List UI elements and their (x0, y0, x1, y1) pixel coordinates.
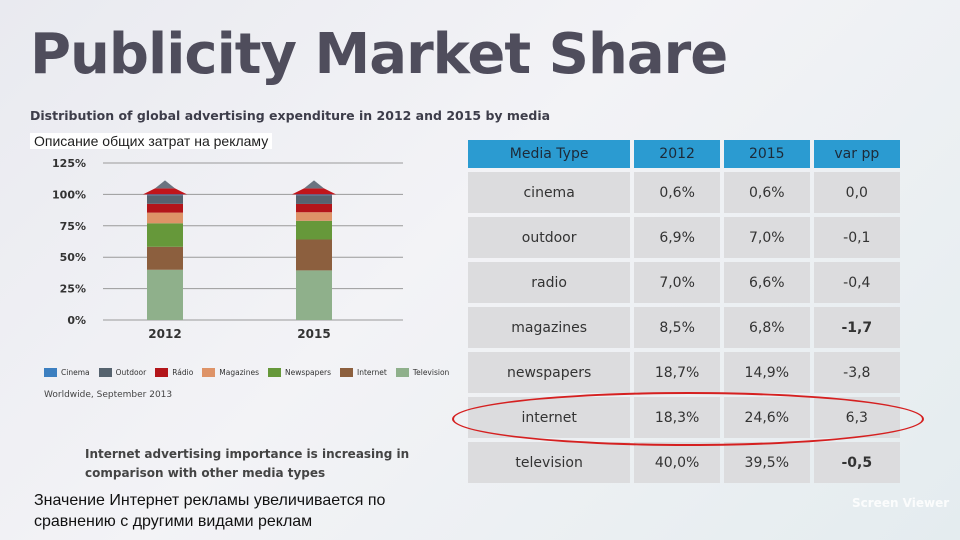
table-row: magazines 8,5% 6,8% -1,7 (468, 307, 900, 348)
table-header-cell: 2015 (723, 140, 810, 168)
bar-segment-newspapers (296, 220, 332, 240)
y-tick-label: 0% (67, 314, 86, 327)
bar-segment-internet (147, 246, 183, 270)
legend-swatch (395, 368, 409, 377)
ru-caption-top: Описание общих затрат на рекламу (30, 133, 273, 149)
legend-swatch (98, 368, 112, 377)
table-cell: 39,5% (723, 442, 810, 483)
table-cell: -1,7 (813, 307, 900, 348)
bar-roof-peak (304, 180, 324, 189)
bar-segment-magazines (147, 212, 183, 224)
table-cell: 0,6% (723, 172, 810, 213)
table-cell: newspapers (468, 352, 631, 393)
table-cell: 0,0 (813, 172, 900, 213)
table-row: cinema 0,6% 0,6% 0,0 (468, 172, 900, 213)
legend-label: Outdoor (115, 368, 147, 377)
bar-roof-base (143, 188, 187, 195)
legend-label: Internet (357, 368, 387, 377)
table-header-cell: var pp (813, 140, 900, 168)
legend-label: Magazines (219, 368, 260, 377)
table-cell: -0,4 (813, 262, 900, 303)
table-row: newspapers 18,7% 14,9% -3,8 (468, 352, 900, 393)
table-cell: -0,5 (813, 442, 900, 483)
legend-label: Rádio (172, 368, 194, 377)
table-cell: 40,0% (634, 442, 720, 483)
legend-swatch (44, 368, 57, 377)
bar-segment-outdoor (296, 195, 332, 204)
chart-title: Distribution of global advertising expen… (30, 108, 551, 123)
bar-segment-magazines (296, 212, 332, 221)
legend-item: Internet (340, 368, 387, 377)
logo-text: Screen Viewer (852, 496, 950, 510)
table-cell: 18,7% (634, 352, 720, 393)
table-cell: magazines (468, 307, 631, 348)
table-cell: outdoor (468, 217, 631, 258)
legend-swatch (202, 368, 216, 377)
table-cell: 6,9% (634, 217, 720, 258)
legend-item: Newspapers (268, 368, 331, 377)
legend-item: Magazines (202, 368, 259, 377)
legend-item: Rádio (155, 368, 193, 377)
bar-segment-outdoor (147, 195, 183, 204)
table-cell: 0,6% (634, 172, 720, 213)
table-row: television 40,0% 39,5% -0,5 (468, 442, 900, 483)
legend-label: Newspapers (285, 368, 332, 377)
x-tick-label: 2015 (297, 327, 330, 341)
y-tick-label: 75% (60, 220, 86, 233)
legend-swatch (155, 368, 169, 377)
y-tick-label: 50% (60, 251, 86, 264)
table-cell: radio (468, 262, 631, 303)
table-header-cell: Media Type (468, 140, 631, 168)
ru-caption-bottom: Значение Интернет рекламы увеличивается … (34, 492, 386, 530)
legend-label: Television (412, 368, 450, 377)
legend-item: Television (395, 368, 450, 377)
y-tick-label: 25% (60, 283, 86, 296)
table-cell: 7,0% (723, 217, 810, 258)
table-row: outdoor 6,9% 7,0% -0,1 (468, 217, 900, 258)
legend-item: Outdoor (98, 368, 147, 377)
note-text: Internet advertising importance is incre… (85, 447, 410, 480)
table-cell: -0,1 (813, 217, 900, 258)
table-row: radio 7,0% 6,6% -0,4 (468, 262, 900, 303)
table-header-row: Media Type 2012 2015 var pp (468, 140, 900, 168)
table-cell: -3,8 (813, 352, 900, 393)
chart-source: Worldwide, September 2013 (44, 390, 173, 400)
stacked-bar-chart: 0% 25% 50% 75% 100% 125% 2012 2015 (52, 157, 403, 341)
chart-legend: Cinema Outdoor Rádio Magazines Newspapers Int… (44, 368, 449, 377)
bar-segment-cinema (296, 194, 332, 196)
bar-segment-television (296, 270, 332, 320)
bar-roof-base (292, 188, 336, 195)
table-cell: television (468, 442, 631, 483)
x-tick-label: 2012 (148, 327, 181, 341)
bar-segment-cinema (147, 194, 183, 196)
table-cell: 6,8% (723, 307, 810, 348)
table-cell: 6,6% (723, 262, 810, 303)
legend-swatch (268, 368, 282, 377)
bar-segment-newspapers (147, 223, 183, 247)
legend-item: Cinema (44, 368, 90, 377)
y-tick-label: 125% (52, 157, 86, 170)
table-cell: cinema (468, 172, 631, 213)
bar-segment-internet (296, 239, 332, 271)
bar-segment-rádio (147, 203, 183, 213)
bar-roof-peak (155, 180, 175, 189)
legend-label: Cinema (61, 368, 90, 377)
table-header-cell: 2012 (634, 140, 720, 168)
internet-highlight-oval (452, 392, 924, 446)
bar-segment-rádio (296, 203, 332, 213)
y-tick-label: 100% (52, 188, 86, 201)
table-cell: 14,9% (723, 352, 810, 393)
bar-segment-television (147, 269, 183, 320)
table-cell: 8,5% (634, 307, 720, 348)
legend-swatch (340, 368, 354, 377)
page-title: Publicity Market Share (30, 22, 728, 87)
table-cell: 7,0% (634, 262, 720, 303)
